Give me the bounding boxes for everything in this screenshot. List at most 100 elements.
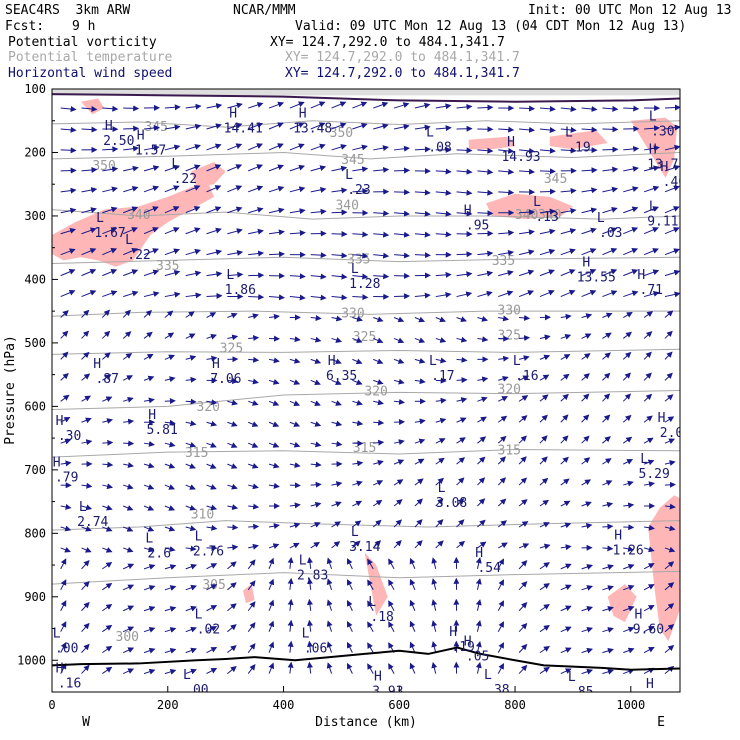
extremum-value: .85 bbox=[570, 685, 593, 700]
wind-vector bbox=[622, 414, 632, 423]
wind-vector bbox=[164, 648, 177, 654]
wind-vector bbox=[122, 309, 131, 318]
wind-vector bbox=[206, 420, 218, 427]
wind-vector bbox=[560, 333, 572, 340]
extremum-value: 9.60 bbox=[633, 623, 664, 638]
extremum-value: .30 bbox=[58, 429, 81, 444]
wind-vector bbox=[331, 337, 343, 343]
wind-vector bbox=[643, 563, 655, 570]
wind-vector bbox=[373, 123, 389, 130]
wind-vector bbox=[643, 393, 653, 402]
wind-vector bbox=[477, 290, 493, 298]
wind-vector bbox=[352, 144, 368, 151]
wind-vector bbox=[227, 421, 238, 427]
extremum-type: L bbox=[429, 354, 437, 369]
extremum-value: .87 bbox=[95, 372, 118, 387]
extremum-value: .22 bbox=[127, 248, 150, 263]
extremum-type: H bbox=[56, 414, 64, 429]
wind-vector bbox=[185, 206, 201, 214]
wind-vector bbox=[664, 394, 674, 402]
extremum-type: H bbox=[212, 357, 220, 372]
wind-vector bbox=[102, 562, 113, 570]
wind-vector bbox=[602, 227, 618, 235]
wind-vector bbox=[373, 316, 384, 323]
wind-vector bbox=[268, 207, 285, 214]
wind-vector bbox=[164, 585, 177, 591]
isentrope-315 bbox=[52, 449, 680, 458]
wind-vector bbox=[60, 310, 69, 318]
wind-vector bbox=[664, 330, 673, 339]
wind-vector bbox=[268, 400, 280, 406]
wind-vector bbox=[206, 271, 223, 278]
wind-vector bbox=[518, 249, 535, 256]
wind-vector bbox=[60, 351, 69, 360]
wind-vector bbox=[435, 231, 452, 238]
wind-vector bbox=[60, 106, 77, 113]
wind-vector bbox=[664, 310, 674, 318]
wind-vector bbox=[331, 165, 348, 172]
wind-vector bbox=[227, 561, 237, 570]
wind-vector bbox=[185, 420, 197, 427]
wind-vector bbox=[664, 291, 680, 298]
wind-vector bbox=[664, 582, 675, 591]
x-tick-label: 600 bbox=[388, 698, 410, 712]
wind-vector bbox=[164, 564, 177, 570]
wind-vector bbox=[206, 667, 218, 675]
wind-vector bbox=[581, 457, 591, 465]
x-axis-label: Distance (km) bbox=[315, 715, 417, 730]
wind-vector bbox=[602, 585, 614, 591]
y-tick-label: 200 bbox=[24, 145, 46, 159]
wind-vector bbox=[269, 294, 286, 301]
wind-vector bbox=[539, 374, 550, 381]
wind-vector bbox=[475, 620, 482, 632]
wind-vector bbox=[373, 358, 384, 365]
wind-vector bbox=[539, 522, 550, 528]
isentrope-label: 345 bbox=[341, 153, 364, 168]
wind-vector bbox=[581, 501, 592, 507]
wind-vector bbox=[310, 336, 322, 343]
wind-vector bbox=[477, 456, 486, 465]
wind-vector bbox=[498, 249, 515, 256]
west-end-label: W bbox=[82, 715, 90, 730]
isentrope-label: 350 bbox=[330, 126, 353, 141]
wind-vector bbox=[143, 227, 159, 235]
wind-vector bbox=[623, 647, 635, 654]
wind-vector bbox=[185, 647, 197, 654]
wind-vector bbox=[287, 640, 294, 653]
pv-contour bbox=[52, 93, 680, 103]
extremum-type: L bbox=[145, 532, 153, 547]
extremum-type: H bbox=[148, 408, 156, 423]
extremum-type: L bbox=[195, 530, 203, 545]
wind-vector bbox=[206, 185, 222, 193]
wind-vector bbox=[102, 166, 119, 173]
extremum-value: .17 bbox=[431, 369, 454, 384]
wind-vector bbox=[206, 206, 222, 214]
wind-vector bbox=[123, 418, 135, 425]
wind-vector bbox=[477, 189, 494, 196]
wind-vector bbox=[185, 355, 197, 361]
wind-vector bbox=[435, 519, 444, 528]
extremum-type: L bbox=[226, 268, 234, 283]
wind-vector bbox=[122, 352, 133, 360]
wind-vector bbox=[123, 185, 139, 193]
wind-vector bbox=[331, 379, 342, 386]
isentrope-340 bbox=[52, 209, 680, 220]
extremum-value: .00 bbox=[55, 642, 78, 657]
wind-vector bbox=[414, 357, 426, 364]
terrain-line bbox=[52, 646, 680, 671]
wind-vector bbox=[498, 290, 514, 298]
wind-vector bbox=[560, 373, 570, 381]
wind-vector bbox=[414, 252, 431, 259]
wind-vector bbox=[581, 647, 593, 654]
wind-vector bbox=[164, 525, 176, 532]
isentrope-label: 340 bbox=[335, 199, 358, 214]
extremum-type: H bbox=[328, 354, 336, 369]
wind-vector bbox=[409, 578, 416, 591]
wind-vector bbox=[347, 620, 353, 632]
y-tick-label: 700 bbox=[24, 463, 46, 477]
pv-region bbox=[607, 584, 637, 623]
wind-vector bbox=[622, 331, 632, 339]
wind-vector bbox=[373, 379, 384, 385]
wind-vector bbox=[268, 557, 275, 570]
wind-vector bbox=[248, 463, 259, 469]
